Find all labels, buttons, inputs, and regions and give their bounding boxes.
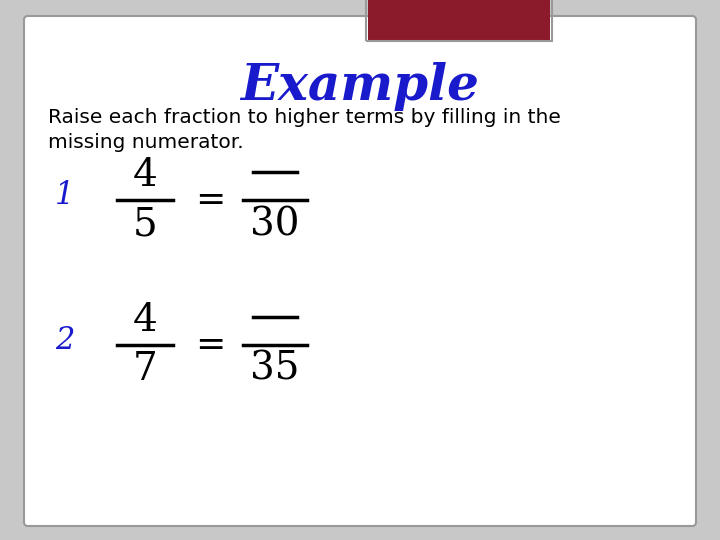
Text: 2: 2 [55,325,74,356]
Text: Example: Example [240,62,480,111]
Text: 1: 1 [55,180,74,211]
Bar [366,0,552,41]
Text: 4: 4 [132,157,158,194]
FancyBboxPatch shape [24,16,696,526]
Text: =: = [195,183,225,217]
Text: 35: 35 [251,351,300,388]
Bar [368,0,550,40]
Text: 5: 5 [132,206,158,243]
Text: Raise each fraction to higher terms by filling in the
missing numerator.: Raise each fraction to higher terms by f… [48,108,561,152]
Text: =: = [195,328,225,362]
Text: 30: 30 [251,206,300,243]
Text: 7: 7 [132,351,158,388]
Text: 4: 4 [132,302,158,339]
